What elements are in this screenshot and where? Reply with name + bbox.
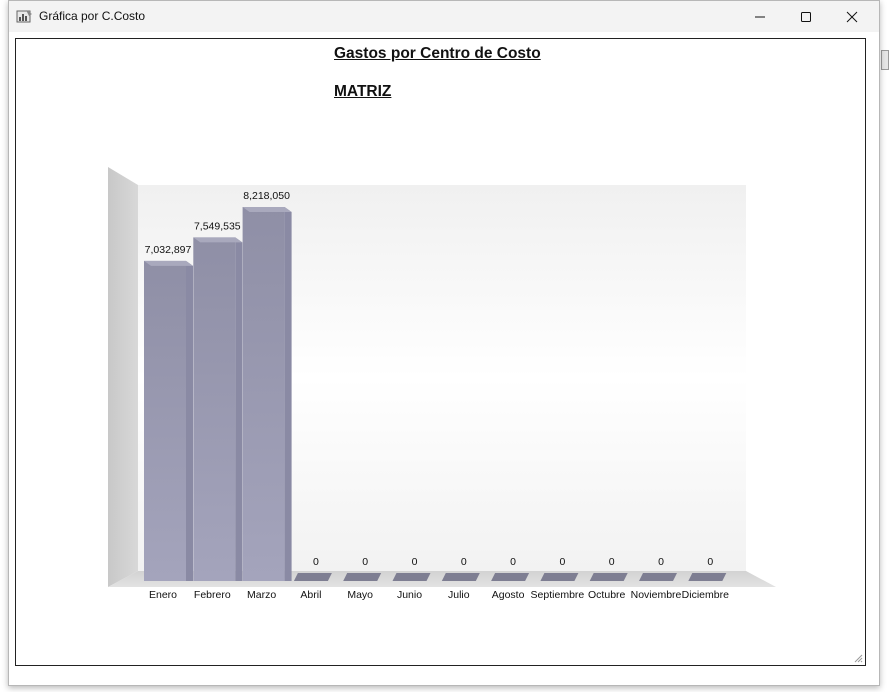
category-label: Mayo xyxy=(347,589,373,601)
chart-panel: Gastos por Centro de Costo MATRIZ xyxy=(15,38,866,666)
value-label: 0 xyxy=(313,556,319,568)
bar-side-enero xyxy=(186,260,193,581)
bar-chart: 7,032,897 Enero 7,549,535 Febrero 8,218,050 M… xyxy=(108,167,776,601)
value-label: 0 xyxy=(658,556,664,568)
bar-octubre xyxy=(589,573,628,581)
chart-left-wall xyxy=(108,167,138,587)
title-bar[interactable]: Gráfica por C.Costo xyxy=(9,1,879,32)
category-label: Junio xyxy=(397,589,422,601)
bar-marzo xyxy=(242,207,285,581)
bar-septiembre xyxy=(540,573,579,581)
bar-side-febrero xyxy=(235,237,243,582)
bar-febrero xyxy=(193,237,236,582)
category-label: Enero xyxy=(149,589,177,601)
category-label: Octubre xyxy=(588,589,626,601)
bar-mayo xyxy=(343,573,382,581)
window-title: Gráfica por C.Costo xyxy=(39,9,146,23)
value-label: 7,549,535 xyxy=(194,220,241,232)
bar-top-enero xyxy=(144,260,193,266)
category-label: Marzo xyxy=(247,589,276,601)
bar-julio xyxy=(441,573,480,581)
category-label: Agosto xyxy=(492,589,525,601)
bar-noviembre xyxy=(639,573,677,581)
value-label: 0 xyxy=(412,556,418,568)
value-label: 0 xyxy=(461,556,467,568)
bar-enero xyxy=(144,260,186,581)
value-label: 0 xyxy=(609,556,615,568)
category-label: Diciembre xyxy=(682,589,729,601)
close-button[interactable] xyxy=(829,1,875,32)
value-label: 8,218,050 xyxy=(243,190,290,202)
chart-subtitle: MATRIZ xyxy=(334,83,392,100)
background-scrollbar-fragment xyxy=(881,50,889,70)
resize-grip-icon[interactable] xyxy=(853,653,863,663)
bar-top-febrero xyxy=(193,237,243,243)
category-label: Febrero xyxy=(194,589,231,601)
value-label: 7,032,897 xyxy=(145,244,192,256)
maximize-icon xyxy=(801,11,811,22)
bar-diciembre xyxy=(688,573,727,581)
minimize-icon xyxy=(755,16,765,17)
value-label: 0 xyxy=(707,556,713,568)
category-label: Noviembre xyxy=(631,589,682,601)
value-label: 0 xyxy=(362,556,368,568)
category-label: Julio xyxy=(448,589,470,601)
chart-window: Gráfica por C.Costo Gastos por Centro de… xyxy=(8,0,880,686)
bar-agosto xyxy=(491,573,530,581)
category-label: Abril xyxy=(300,589,321,601)
maximize-button[interactable] xyxy=(783,1,829,32)
value-label: 0 xyxy=(559,556,565,568)
bar-junio xyxy=(392,573,431,581)
bar-top-marzo xyxy=(242,207,292,212)
chart-title: Gastos por Centro de Costo xyxy=(334,45,541,62)
minimize-button[interactable] xyxy=(737,1,783,32)
category-label: Septiembre xyxy=(531,589,585,601)
chart-app-icon xyxy=(16,8,33,25)
chart-labels: 7,032,897 Enero 7,549,535 Febrero 8,218,050 M… xyxy=(145,190,729,601)
close-icon xyxy=(846,11,858,22)
bar-abril xyxy=(293,573,332,581)
bar-side-marzo xyxy=(284,207,292,581)
chart-series xyxy=(144,207,727,582)
value-label: 0 xyxy=(510,556,516,568)
